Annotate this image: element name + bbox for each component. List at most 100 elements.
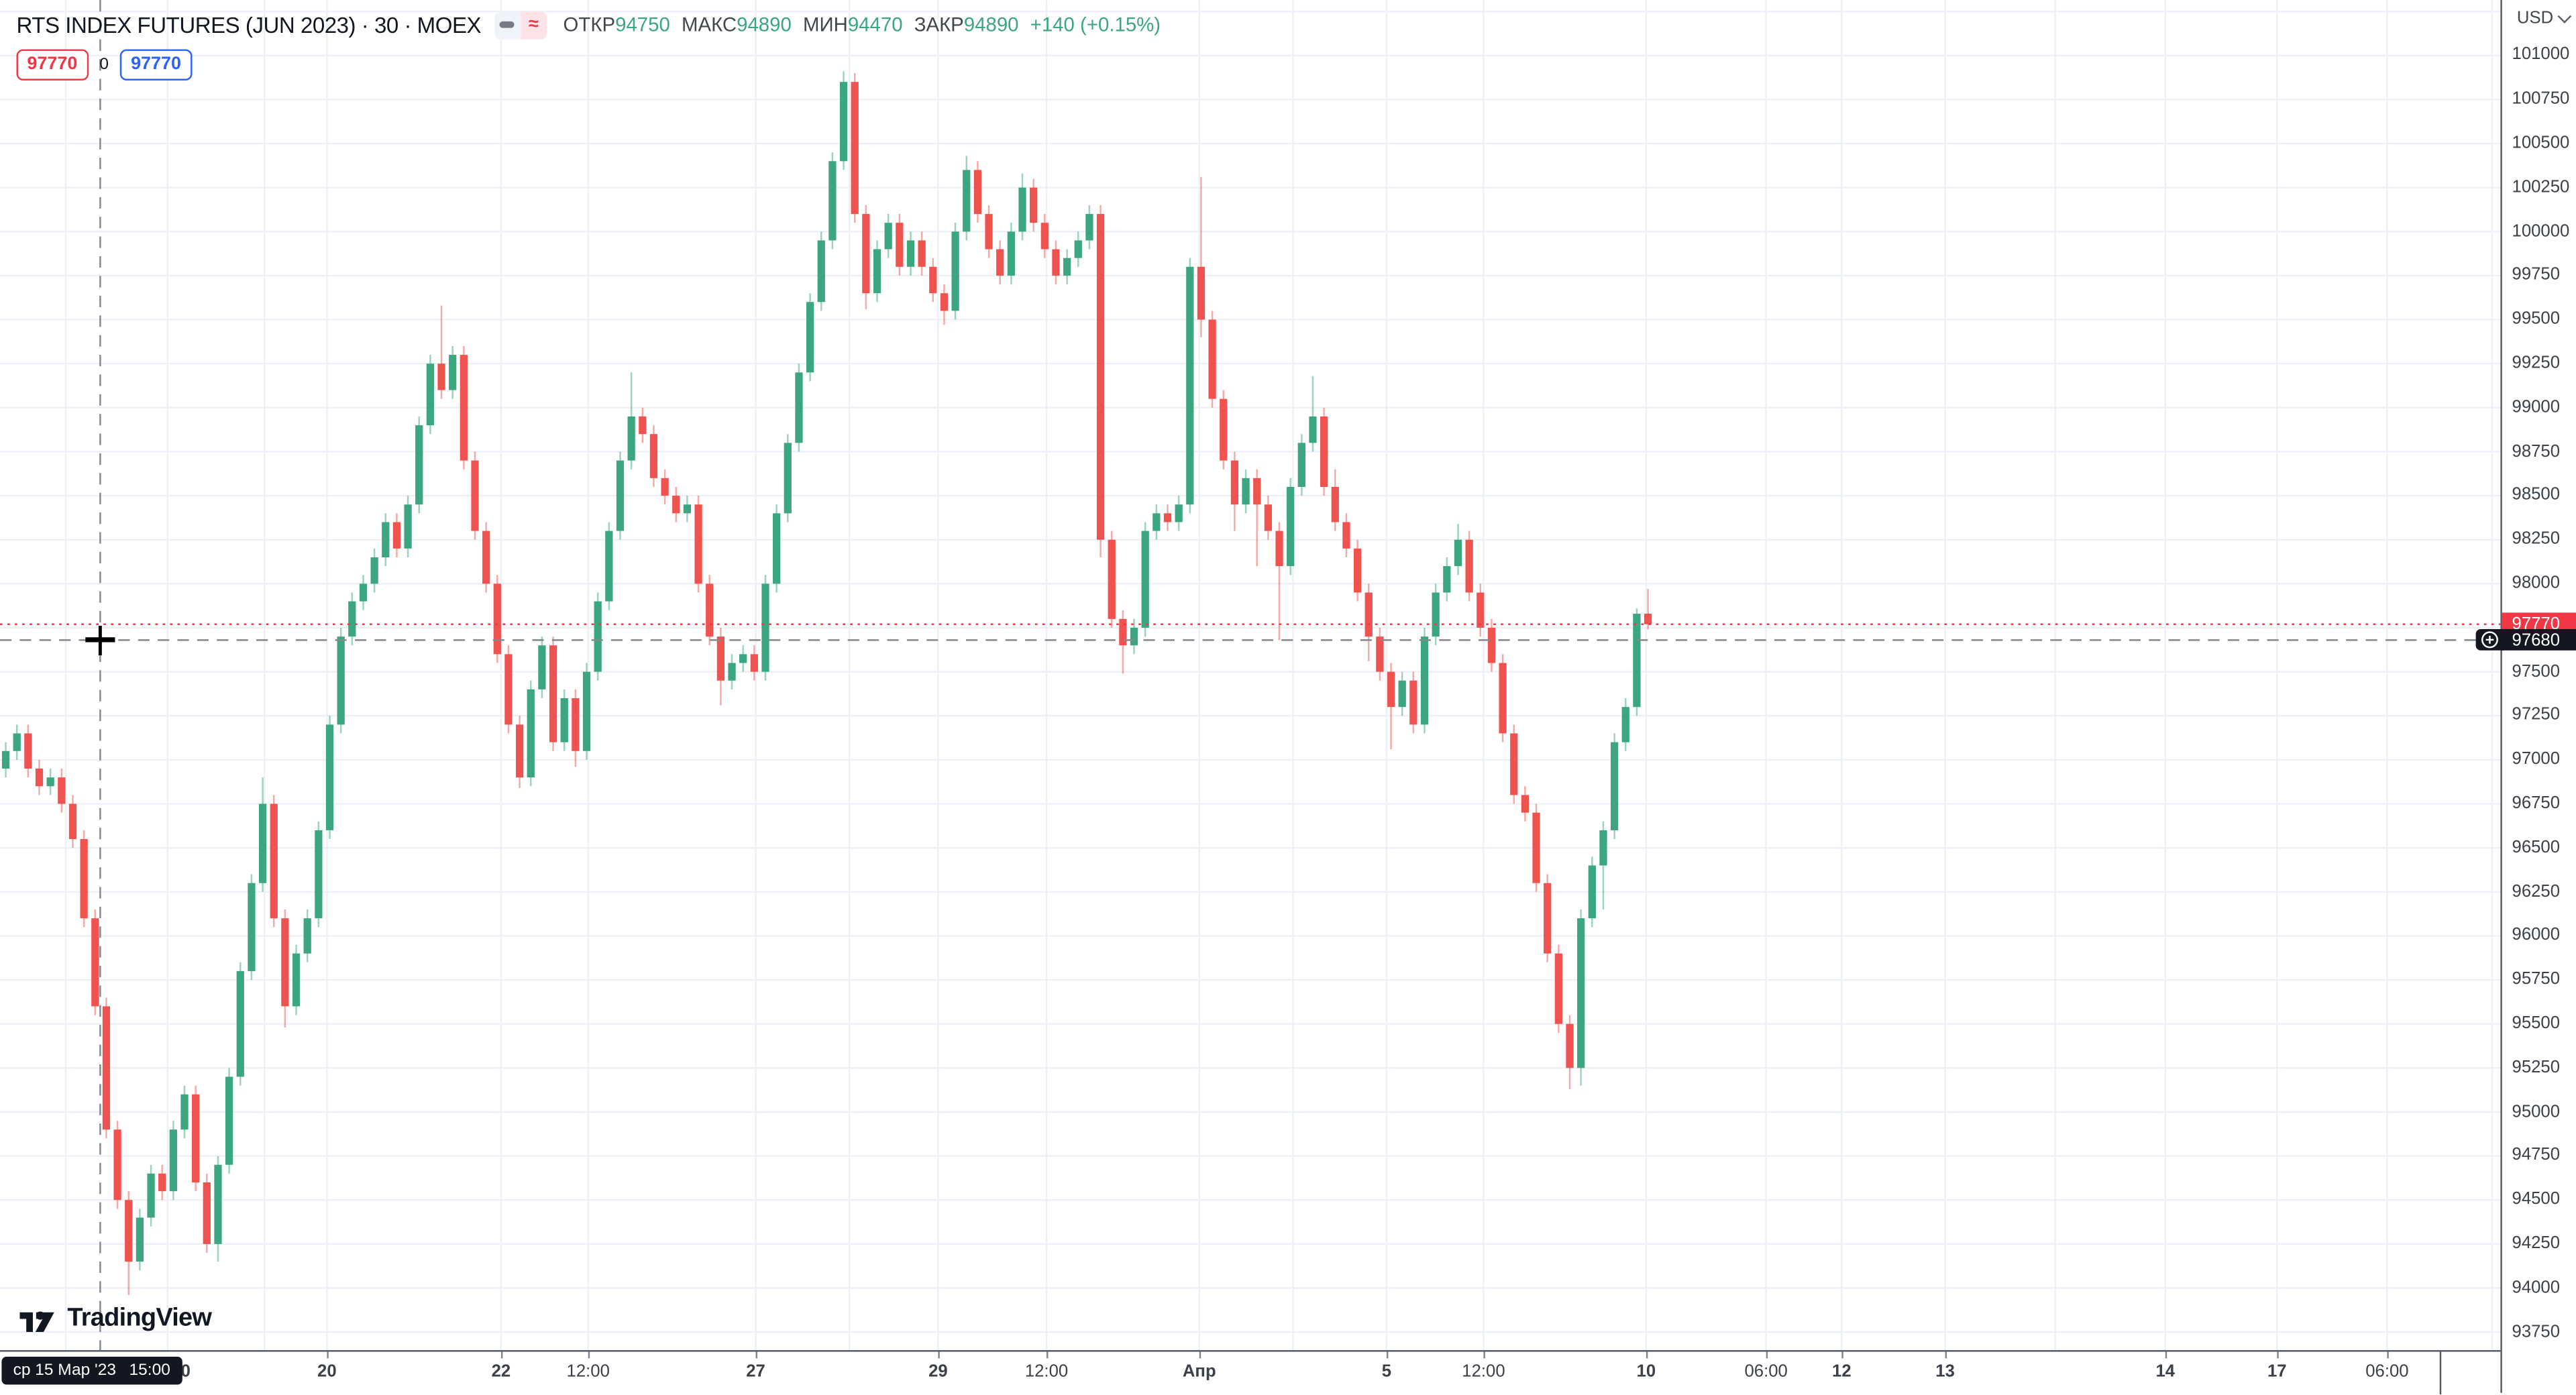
- candle-body: [862, 214, 870, 294]
- sell-button[interactable]: 97770: [16, 49, 89, 80]
- candle-body: [1197, 266, 1205, 320]
- candle-body: [169, 1129, 178, 1192]
- candle-body: [594, 601, 602, 672]
- candle-body: [1275, 531, 1283, 567]
- candle-body: [1510, 733, 1518, 795]
- price-tick-label: 100750: [2512, 89, 2570, 109]
- candle-body: [415, 425, 423, 505]
- time-axis[interactable]: 0 20 22 12:00 27 29 12:00 Апр 5 12:00 10 06:00 12 13 1…: [0, 1350, 2576, 1395]
- time-tick-mark: [1483, 1351, 1485, 1359]
- add-order-button[interactable]: [2475, 628, 2504, 651]
- delayed-data-icon[interactable]: ≈: [520, 10, 547, 39]
- candle-body: [102, 1006, 111, 1130]
- candle-body: [1253, 478, 1261, 505]
- candle-body: [985, 214, 993, 249]
- price-tick-label: 97000: [2512, 748, 2561, 769]
- candle-body: [739, 654, 747, 663]
- candle-body: [795, 372, 803, 443]
- candle-body: [1108, 539, 1116, 619]
- candle-body: [1521, 795, 1529, 813]
- spread-value: 0: [99, 55, 109, 74]
- price-tick-label: 96250: [2512, 881, 2561, 901]
- tradingview-logo[interactable]: TradingView: [19, 1304, 212, 1334]
- time-tick-label: 14: [2155, 1361, 2176, 1382]
- candle-body: [58, 777, 66, 804]
- close-value: 94890: [963, 13, 1019, 36]
- candle-body: [1052, 249, 1060, 276]
- crosshair-date: ср 15 Мар '23: [13, 1361, 116, 1380]
- ohlc-readout: ОТКР94750 МАКС94890 МИН94470 ЗАКР94890 +…: [564, 13, 1161, 36]
- price-tick-label: 97250: [2512, 705, 2561, 725]
- currency-label: USD: [2516, 8, 2554, 28]
- candle-body: [1007, 231, 1015, 276]
- candle-body: [1409, 680, 1417, 725]
- candle-body: [639, 416, 647, 435]
- candle-body: [1309, 416, 1317, 443]
- candle-body: [538, 645, 546, 689]
- time-tick-mark: [1841, 1351, 1843, 1359]
- candle-body: [627, 416, 635, 461]
- time-tick-mark: [1945, 1351, 1947, 1359]
- candle-body: [236, 970, 244, 1077]
- currency-dropdown[interactable]: USD: [2502, 8, 2576, 28]
- candle-body: [1320, 416, 1328, 487]
- price-tick-label: 95250: [2512, 1057, 2561, 1077]
- time-tick-label: 12:00: [1462, 1361, 1505, 1382]
- candle-body: [382, 522, 390, 557]
- price-tick-label: 98000: [2512, 573, 2561, 593]
- candle-body: [1610, 742, 1619, 830]
- time-tick-mark: [1046, 1351, 1049, 1359]
- price-tick-label: 95750: [2512, 969, 2561, 989]
- candle-body: [1230, 460, 1239, 505]
- time-tick-mark: [1766, 1351, 1768, 1359]
- time-tick-label: 29: [928, 1361, 948, 1382]
- open-value: 94750: [615, 13, 670, 36]
- price-tick-label: 98750: [2512, 441, 2561, 461]
- market-status-icon[interactable]: [494, 10, 521, 39]
- candle-body: [270, 803, 278, 919]
- candle-body: [325, 724, 334, 830]
- tradingview-logo-text: TradingView: [67, 1304, 212, 1333]
- tradingview-logo-icon: [19, 1310, 54, 1331]
- price-tick-label: 96500: [2512, 837, 2561, 857]
- candle-body: [706, 583, 714, 637]
- candle-body: [1085, 214, 1093, 241]
- candle-body: [1040, 223, 1049, 249]
- time-tick-mark: [2277, 1351, 2279, 1359]
- chart-plot-area[interactable]: [0, 0, 2501, 1351]
- candle-body: [1220, 398, 1228, 461]
- candle-body: [1577, 918, 1585, 1068]
- price-axis[interactable]: USD 101000 100750 100500 100250 100000 99750 9…: [2475, 0, 2576, 1393]
- time-tick-label: 12:00: [566, 1361, 610, 1382]
- candle-body: [292, 953, 301, 1007]
- candle-body: [203, 1182, 211, 1244]
- candle-body: [1074, 240, 1082, 258]
- buy-button[interactable]: 97770: [120, 49, 192, 80]
- time-tick-label: 17: [2267, 1361, 2287, 1382]
- symbol-title[interactable]: RTS INDEX FUTURES (JUN 2023) · 30 · MOEX: [16, 12, 482, 38]
- candle-body: [1264, 504, 1273, 531]
- candle-body: [750, 654, 758, 672]
- high-label: МАКС: [681, 13, 737, 36]
- candle-body: [951, 231, 959, 311]
- candle-body: [158, 1173, 166, 1192]
- close-label: ЗАКР: [914, 13, 964, 36]
- candle-body: [147, 1173, 155, 1218]
- candle-body: [125, 1200, 133, 1262]
- candle-body: [851, 82, 859, 215]
- candle-body: [773, 513, 781, 584]
- candle-body: [728, 663, 736, 681]
- candle-body: [504, 654, 513, 725]
- time-tick-mark: [938, 1351, 940, 1359]
- time-tick-mark: [2165, 1351, 2167, 1359]
- candlestick-chart[interactable]: [0, 0, 2501, 1351]
- price-tick-label: 94500: [2512, 1189, 2561, 1209]
- candle-body: [996, 249, 1004, 276]
- candle-body: [348, 601, 356, 637]
- candle-body: [1443, 566, 1451, 593]
- market-status-pill[interactable]: ≈: [494, 10, 547, 39]
- crosshair-price-badge: 97680: [2475, 628, 2576, 651]
- candle-body: [694, 504, 702, 584]
- candle-body: [192, 1094, 200, 1182]
- candle-body: [337, 636, 345, 725]
